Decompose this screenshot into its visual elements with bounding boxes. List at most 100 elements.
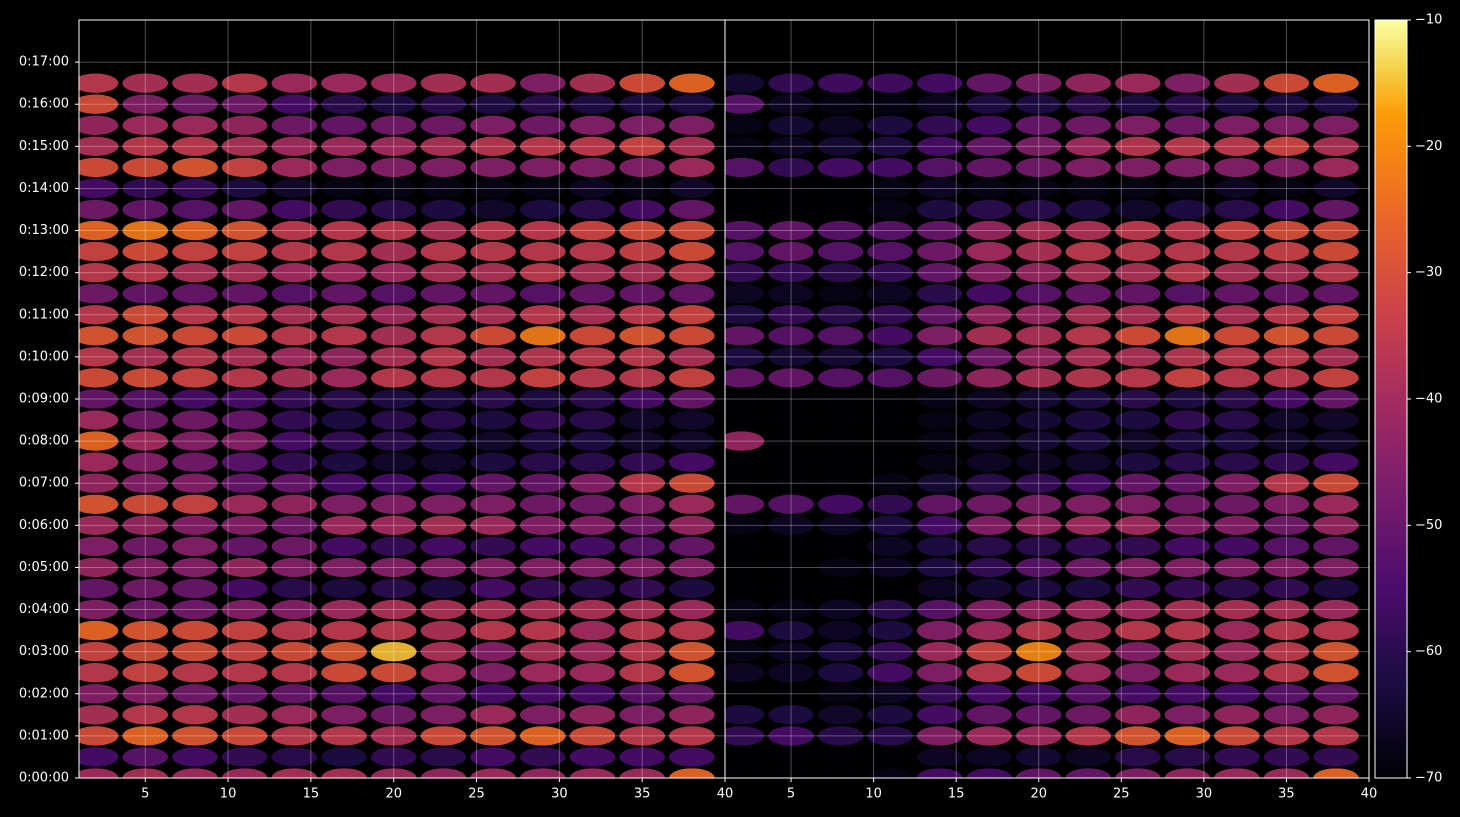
heat-cell [966, 620, 1012, 641]
heat-cell [669, 220, 715, 241]
heat-cell [1214, 452, 1260, 472]
heat-cell [122, 431, 169, 451]
heat-cell [420, 684, 467, 704]
heat-cell [370, 115, 417, 135]
heat-cell [122, 578, 169, 599]
heat-cell [1015, 305, 1062, 325]
heat-cell [669, 305, 715, 325]
heat-cell [321, 768, 367, 778]
heat-cell [966, 136, 1012, 157]
heat-cell [1164, 620, 1211, 641]
heat-cell [271, 663, 318, 683]
heat-cell [79, 452, 119, 472]
heat-cell [221, 199, 268, 220]
heat-cell [172, 199, 218, 220]
heat-cell [1164, 599, 1211, 620]
heat-cell [1164, 389, 1211, 409]
heat-cell [1214, 641, 1260, 662]
heat-cell [669, 452, 715, 472]
heat-cell [1313, 620, 1359, 641]
heat-cell [1065, 599, 1112, 620]
x-tick-label: 25 [1113, 787, 1130, 802]
heat-cell [619, 705, 666, 725]
heat-cell [271, 641, 318, 662]
heat-cell [867, 178, 913, 199]
heat-cell [619, 241, 666, 262]
colorbar-tick-label: −10 [1415, 13, 1442, 28]
heat-cell [1015, 431, 1062, 451]
x-tick-label: 30 [1196, 787, 1213, 802]
axes-frame [724, 19, 1370, 779]
heat-cell [619, 94, 666, 114]
heat-cell [1065, 431, 1112, 451]
y-tick-label: 0:09:00 [19, 392, 69, 407]
heat-cell [1263, 115, 1310, 135]
heat-cell [79, 747, 119, 767]
heat-cell [271, 578, 318, 599]
heat-cell [966, 326, 1012, 346]
heat-cell [916, 578, 963, 599]
heat-cell [1115, 157, 1161, 178]
heat-cell [221, 473, 268, 493]
heat-cell [1115, 305, 1161, 325]
heat-cell [271, 431, 318, 451]
heat-cell [725, 284, 765, 304]
heat-cell [817, 73, 864, 93]
heat-cell [1164, 726, 1211, 746]
heat-cell [1015, 726, 1062, 746]
heat-cell [321, 262, 367, 283]
heat-cell [867, 705, 913, 725]
heat-cell [122, 94, 169, 114]
heat-cell [669, 557, 715, 578]
heat-cell [79, 768, 119, 778]
heat-cell [1065, 94, 1112, 114]
heat-cell [79, 305, 119, 325]
heat-cell [1164, 368, 1211, 388]
heat-cell [619, 347, 666, 367]
heat-cell [122, 705, 169, 725]
heat-cell [619, 747, 666, 767]
heat-cell [321, 368, 367, 388]
heat-cell [1115, 94, 1161, 114]
heat-cell [619, 389, 666, 409]
heat-cell [725, 115, 765, 135]
heat-cell [725, 578, 765, 599]
heat-cell [1115, 73, 1161, 93]
heat-cell [1313, 663, 1359, 683]
heat-cell [519, 262, 566, 283]
y-tick-label: 0:15:00 [19, 139, 69, 154]
heat-cell [221, 684, 268, 704]
heat-cell [867, 431, 913, 451]
heat-cell [1015, 641, 1062, 662]
heat-cell [470, 726, 516, 746]
heat-cell [122, 684, 169, 704]
heat-cell [1313, 705, 1359, 725]
heat-cell [619, 115, 666, 135]
heat-cell [172, 494, 218, 514]
heat-cell [725, 136, 765, 157]
heat-cell [470, 705, 516, 725]
heat-cell [569, 94, 616, 114]
heat-cell [966, 578, 1012, 599]
heat-cell [370, 73, 417, 93]
heat-cell [1313, 220, 1359, 241]
heat-cell [321, 641, 367, 662]
x-tick-label: 20 [385, 787, 402, 802]
heat-cell [1214, 136, 1260, 157]
heat-cell [1214, 726, 1260, 746]
heat-cell [122, 136, 169, 157]
heat-cell [122, 157, 169, 178]
heat-cell [420, 536, 467, 557]
heat-cell [321, 578, 367, 599]
heat-cell [867, 347, 913, 367]
heat-cell [1065, 452, 1112, 472]
heat-cell [725, 262, 765, 283]
heat-cell [271, 410, 318, 430]
heat-cell [619, 536, 666, 557]
heat-cell [1015, 157, 1062, 178]
heat-cell [1065, 557, 1112, 578]
heat-cell [1164, 747, 1211, 767]
heat-cell [966, 452, 1012, 472]
heat-cell [817, 326, 864, 346]
heat-cell [172, 641, 218, 662]
